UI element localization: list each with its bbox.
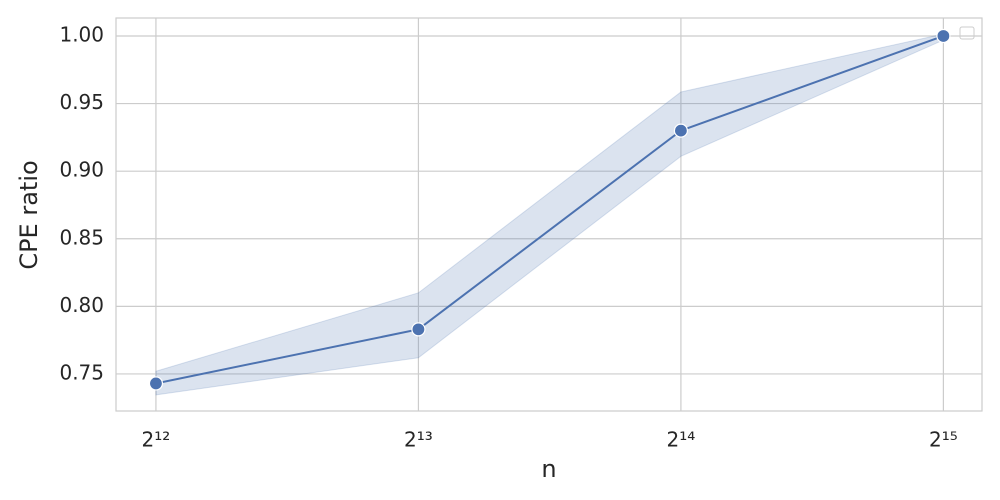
y-tick-label: 0.85 [59,225,104,249]
x-axis-label: n [541,455,556,483]
y-tick-label: 1.00 [59,22,104,46]
y-tick-label: 0.80 [59,293,104,317]
y-axis-label: CPE ratio [15,160,43,269]
x-tick-label: 2¹² [142,428,171,452]
y-tick-label: 0.90 [59,158,104,182]
marker [673,123,689,138]
y-tick-label: 0.75 [59,360,104,384]
marker [148,376,164,391]
y-tick-label: 0.95 [59,90,104,114]
legend-box [959,26,975,40]
line [155,35,944,385]
plot-area [115,17,983,412]
x-tick-label: 2¹³ [404,428,433,452]
x-tick-label: 2¹⁵ [929,428,958,452]
marker [936,28,951,44]
x-tick-label: 2¹⁴ [667,428,696,452]
marker [411,322,426,337]
